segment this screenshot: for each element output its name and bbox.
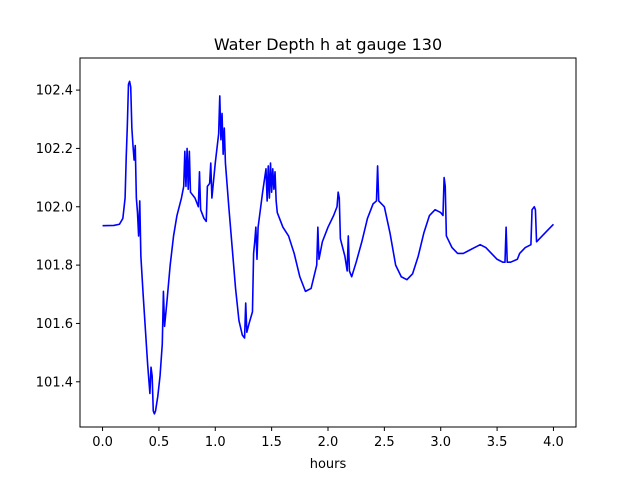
x-tick-label: 4.0 <box>543 435 564 450</box>
plot-area: 0.0 0.5 1.0 1.5 2.0 2.5 3.0 3.5 4.0 101.4 101.6 101… <box>36 57 577 450</box>
x-tick-label: 0.5 <box>149 435 170 450</box>
x-tick-label: 0.0 <box>92 435 113 450</box>
series-line <box>102 80 555 415</box>
y-tick-label: 101.8 <box>36 259 73 274</box>
y-tick-label: 102.2 <box>36 142 73 157</box>
x-tick-label: 1.0 <box>205 435 226 450</box>
y-tick-label: 101.4 <box>36 375 73 390</box>
y-tick-label: 101.6 <box>36 317 73 332</box>
y-tick-label: 102.0 <box>36 200 73 215</box>
x-axis-label: hours <box>310 457 347 472</box>
y-tick-label: 102.4 <box>36 84 73 99</box>
x-tick-label: 3.5 <box>487 435 508 450</box>
x-tick-label: 2.5 <box>374 435 395 450</box>
x-tick-label: 1.5 <box>261 435 282 450</box>
chart-title: Water Depth h at gauge 130 <box>214 35 442 54</box>
x-tick-label: 2.0 <box>318 435 339 450</box>
x-tick-label: 3.0 <box>430 435 451 450</box>
